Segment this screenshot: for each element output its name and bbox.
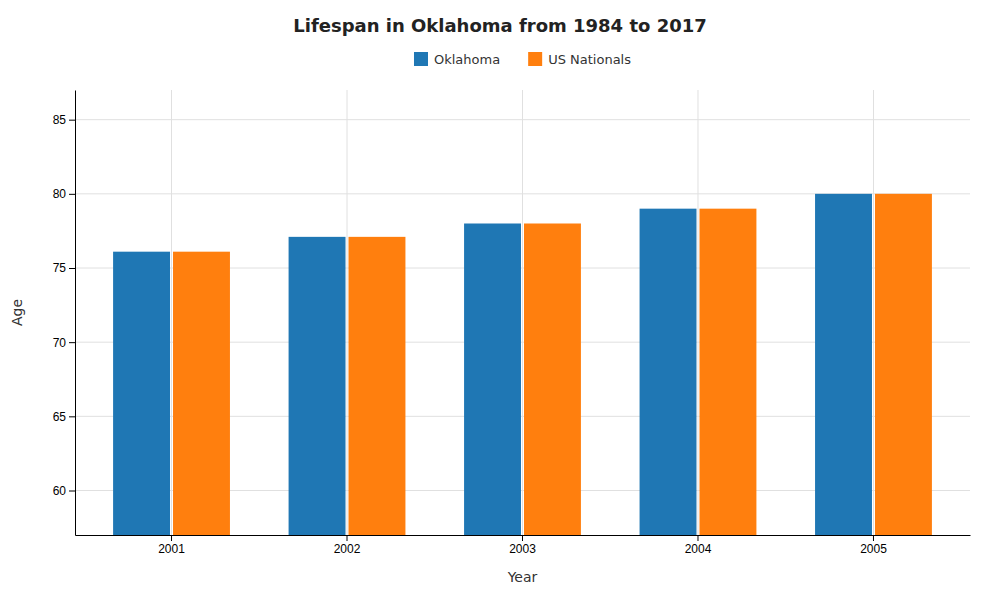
plot: 2001 2002 2003 2004 2005 60 65 70 75 80 85 xyxy=(53,90,971,556)
bar xyxy=(349,237,406,535)
tick-mark xyxy=(171,535,172,541)
tick-label: 2002 xyxy=(334,542,361,556)
tick: 65 xyxy=(53,410,75,424)
bar xyxy=(640,209,697,535)
tick-label: 2005 xyxy=(860,542,887,556)
bar xyxy=(464,224,521,536)
bar xyxy=(815,194,872,535)
tick-label: 75 xyxy=(53,261,67,275)
tick: 2001 xyxy=(158,535,185,556)
legend-item: US Nationals xyxy=(528,52,631,67)
bar xyxy=(524,224,581,536)
tick-mark xyxy=(347,535,348,541)
x-axis-title: Year xyxy=(507,569,538,585)
grid-line-x xyxy=(697,90,698,535)
legend-swatch xyxy=(528,52,542,66)
tick: 75 xyxy=(53,261,75,275)
tick-mark xyxy=(69,120,75,121)
legend-item: Oklahoma xyxy=(414,52,500,67)
legend: Oklahoma US Nationals xyxy=(414,52,631,67)
x-axis: 2001 2002 2003 2004 2005 xyxy=(76,535,971,556)
tick-label: 70 xyxy=(53,336,67,350)
bar xyxy=(699,209,756,535)
grid-line-x xyxy=(522,90,523,535)
bar xyxy=(173,252,230,535)
tick: 60 xyxy=(53,484,75,498)
tick-label: 2003 xyxy=(509,542,536,556)
tick-mark xyxy=(873,535,874,541)
grid-line-x xyxy=(873,90,874,535)
legend-swatch xyxy=(414,52,428,66)
tick-label: 60 xyxy=(53,484,67,498)
chart: 2001 2002 2003 2004 2005 60 65 70 75 80 85 Year Age L… xyxy=(0,0,1000,600)
tick-mark xyxy=(69,268,75,269)
legend-label: US Nationals xyxy=(548,52,631,67)
tick-label: 65 xyxy=(53,410,67,424)
tick-label: 85 xyxy=(53,113,67,127)
grid-line-x xyxy=(347,90,348,535)
bar-series xyxy=(173,194,932,535)
tick-mark xyxy=(69,342,75,343)
tick-mark xyxy=(697,535,698,541)
legend-label: Oklahoma xyxy=(434,52,500,67)
bar xyxy=(289,237,346,535)
tick: 80 xyxy=(53,187,75,201)
tick-label: 80 xyxy=(53,187,67,201)
axis-line xyxy=(75,91,76,536)
tick: 2002 xyxy=(334,535,361,556)
bar-series xyxy=(113,194,872,535)
tick-mark xyxy=(522,535,523,541)
tick: 70 xyxy=(53,336,75,350)
tick: 2003 xyxy=(509,535,536,556)
title: Lifespan in Oklahoma from 1984 to 2017 xyxy=(293,15,707,36)
tick-mark xyxy=(69,491,75,492)
grid-line-x xyxy=(171,90,172,535)
tick: 2005 xyxy=(860,535,887,556)
grid xyxy=(75,90,970,535)
bars xyxy=(113,194,932,535)
tick-mark xyxy=(69,416,75,417)
tick: 85 xyxy=(53,113,75,127)
bar xyxy=(875,194,932,535)
tick-mark xyxy=(69,194,75,195)
tick-label: 2001 xyxy=(158,542,185,556)
y-axis-title: Age xyxy=(9,299,25,326)
tick: 2004 xyxy=(685,535,712,556)
y-axis: 60 65 70 75 80 85 xyxy=(53,91,76,536)
tick-label: 2004 xyxy=(685,542,712,556)
bar xyxy=(113,252,170,535)
